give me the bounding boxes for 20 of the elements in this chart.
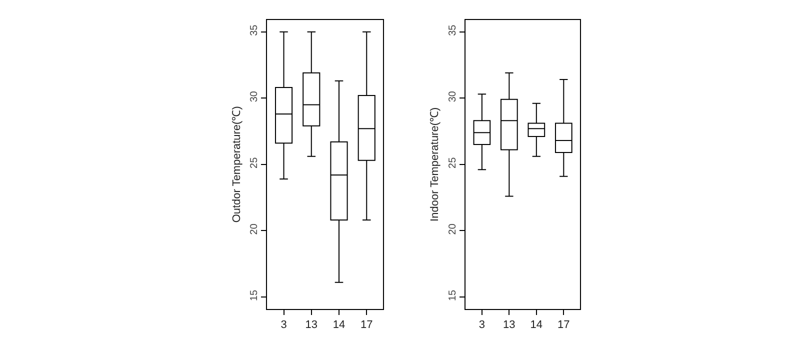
- x-tick-label: 14: [530, 319, 543, 332]
- y-tick-label: 25: [448, 156, 459, 168]
- y-tick-label: 35: [249, 24, 260, 36]
- x-tick-label: 3: [478, 319, 486, 332]
- x-tick-label: 3: [280, 319, 287, 332]
- x-tick-label: 17: [360, 319, 373, 332]
- x-tick-label: 13: [305, 319, 318, 332]
- y-tick-label: 35: [448, 24, 459, 36]
- y-tick-label: 15: [448, 289, 459, 301]
- y-axis-title: Outdor Temperature(℃): [230, 106, 243, 223]
- y-tick-label: 25: [249, 156, 260, 168]
- y-tick-label: 30: [249, 90, 260, 102]
- x-tick-label: 17: [558, 319, 570, 332]
- y-tick-label: 30: [448, 90, 459, 102]
- y-axis-title: Indoor Temperature(℃): [429, 107, 442, 222]
- y-tick-label: 20: [448, 223, 459, 235]
- x-tick-label: 13: [503, 319, 516, 332]
- x-tick-label: 14: [332, 319, 346, 332]
- y-tick-label: 20: [249, 223, 260, 235]
- y-tick-label: 15: [249, 289, 260, 301]
